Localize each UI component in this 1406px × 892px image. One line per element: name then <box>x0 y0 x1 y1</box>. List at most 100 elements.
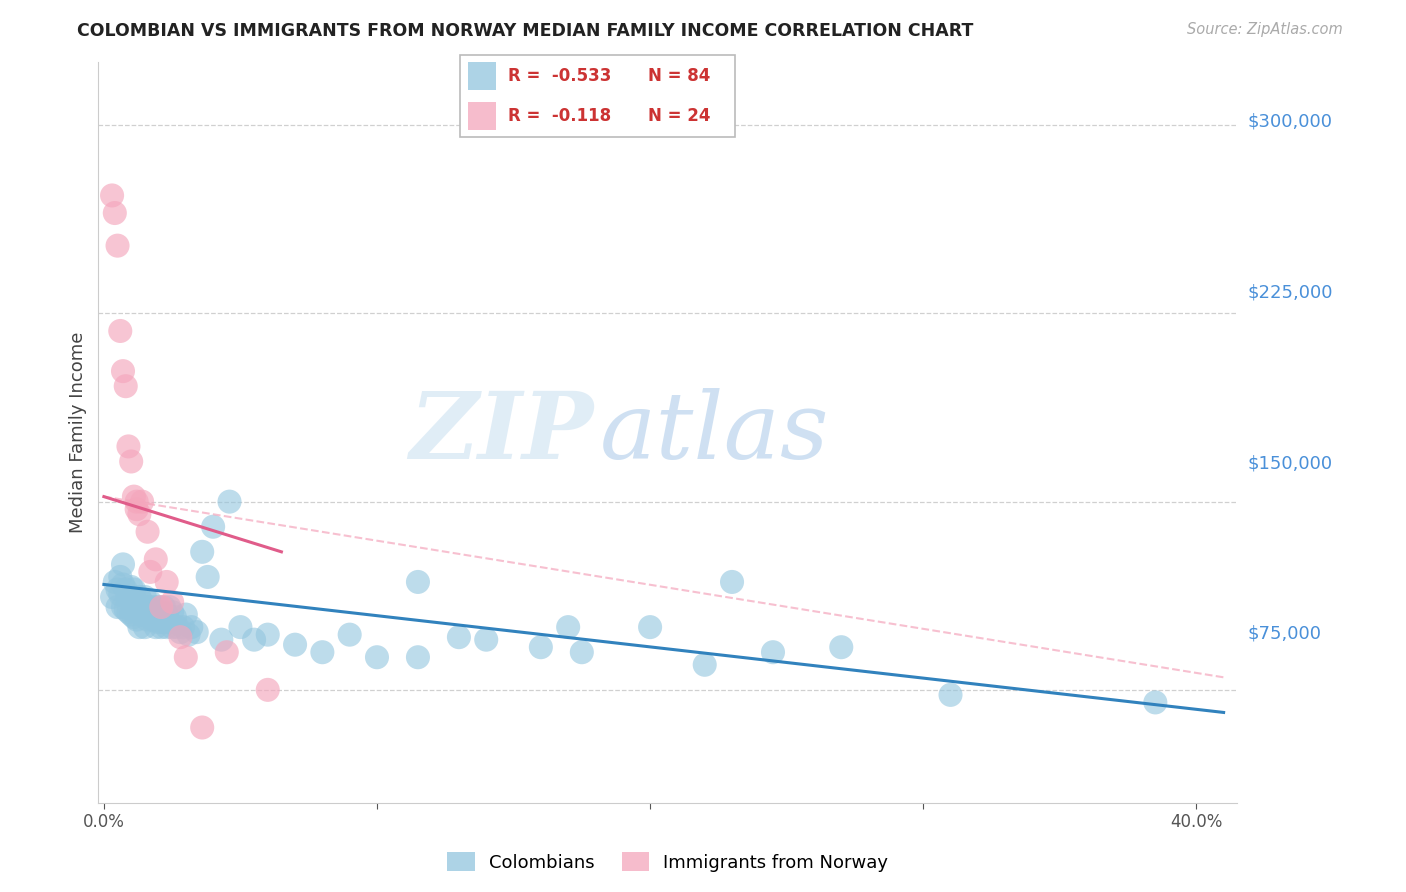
Point <box>160 605 183 619</box>
Point <box>120 607 142 622</box>
Point <box>638 620 661 634</box>
Point <box>125 502 148 516</box>
Point <box>139 595 162 609</box>
Point <box>163 610 186 624</box>
Point <box>110 324 132 338</box>
Point <box>172 620 194 634</box>
Point <box>136 613 159 627</box>
Point <box>180 620 202 634</box>
Point <box>131 595 153 609</box>
Point <box>153 615 176 629</box>
Point <box>145 552 167 566</box>
Point <box>160 620 183 634</box>
Point <box>311 645 333 659</box>
Text: N = 84: N = 84 <box>648 67 710 85</box>
Point <box>762 645 785 659</box>
Point <box>117 439 139 453</box>
Point <box>177 627 200 641</box>
Point <box>243 632 266 647</box>
Point <box>284 638 307 652</box>
Point <box>159 615 181 629</box>
Point <box>128 602 150 616</box>
Point <box>107 238 129 252</box>
Point <box>191 545 214 559</box>
Point <box>142 600 165 615</box>
Point <box>131 494 153 508</box>
Point <box>122 582 145 597</box>
Point <box>125 595 148 609</box>
Point <box>145 620 167 634</box>
Point <box>256 682 278 697</box>
FancyBboxPatch shape <box>460 55 735 136</box>
Point <box>101 188 124 202</box>
Point <box>939 688 962 702</box>
Point <box>153 600 176 615</box>
Point <box>117 590 139 604</box>
Point <box>125 613 148 627</box>
Point <box>156 607 179 622</box>
Point <box>111 577 134 591</box>
Point <box>110 587 132 601</box>
Point <box>101 590 124 604</box>
Point <box>191 721 214 735</box>
Text: Source: ZipAtlas.com: Source: ZipAtlas.com <box>1187 22 1343 37</box>
Point <box>142 613 165 627</box>
Point <box>150 620 173 634</box>
Point <box>475 632 498 647</box>
Text: R =  -0.118: R = -0.118 <box>508 107 610 125</box>
Point <box>186 625 208 640</box>
Point <box>114 379 136 393</box>
Point <box>111 364 134 378</box>
Point <box>134 605 156 619</box>
Point <box>150 605 173 619</box>
Point <box>447 630 470 644</box>
Point <box>830 640 852 655</box>
Point <box>202 520 225 534</box>
Point <box>215 645 238 659</box>
Point <box>107 600 129 615</box>
Point <box>136 524 159 539</box>
Point <box>117 605 139 619</box>
Point <box>111 600 134 615</box>
Point <box>128 507 150 521</box>
Text: N = 24: N = 24 <box>648 107 710 125</box>
Point <box>128 620 150 634</box>
Point <box>557 620 579 634</box>
Point <box>693 657 716 672</box>
Point <box>174 607 197 622</box>
Point <box>120 454 142 468</box>
Point <box>150 600 173 615</box>
Point <box>120 580 142 594</box>
Point <box>1144 695 1167 709</box>
Point <box>136 600 159 615</box>
Point <box>120 595 142 609</box>
Point <box>148 600 170 615</box>
Point <box>209 632 232 647</box>
Point <box>110 570 132 584</box>
Point <box>145 605 167 619</box>
Point <box>166 620 188 634</box>
Point <box>104 206 127 220</box>
Point <box>159 600 181 615</box>
Y-axis label: Median Family Income: Median Family Income <box>69 332 87 533</box>
Point <box>134 620 156 634</box>
FancyBboxPatch shape <box>468 102 496 130</box>
Point <box>406 574 429 589</box>
Point <box>111 558 134 572</box>
Point <box>156 620 179 634</box>
Point <box>339 627 361 641</box>
Point <box>169 630 191 644</box>
Point <box>114 582 136 597</box>
Point <box>134 590 156 604</box>
Point <box>125 600 148 615</box>
FancyBboxPatch shape <box>468 62 496 90</box>
Point <box>148 615 170 629</box>
Point <box>156 574 179 589</box>
Legend: Colombians, Immigrants from Norway: Colombians, Immigrants from Norway <box>440 845 896 879</box>
Text: atlas: atlas <box>599 388 830 477</box>
Point <box>229 620 252 634</box>
Point <box>197 570 219 584</box>
Text: COLOMBIAN VS IMMIGRANTS FROM NORWAY MEDIAN FAMILY INCOME CORRELATION CHART: COLOMBIAN VS IMMIGRANTS FROM NORWAY MEDI… <box>77 22 974 40</box>
Point <box>721 574 744 589</box>
Point <box>122 602 145 616</box>
